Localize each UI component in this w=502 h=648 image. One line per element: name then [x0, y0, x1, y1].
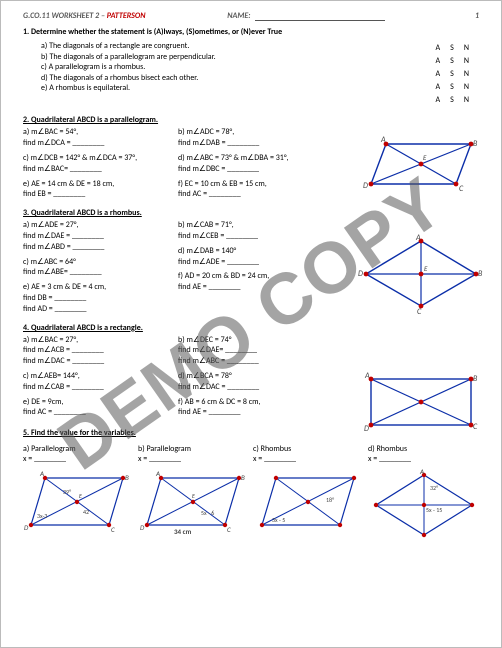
q2-c: c) m∠DCB = 142° & m∠DCA = 37°, find m∠BA… [23, 153, 158, 175]
q5-d-x: x = ________ [368, 454, 479, 464]
svg-text:18°: 18° [326, 496, 334, 504]
svg-text:42: 42 [83, 508, 89, 516]
svg-text:B: B [125, 473, 129, 482]
q4-d: d) m∠BCA = 78° find m∠DAC = ________ [178, 371, 313, 393]
svg-text:D: D [24, 523, 29, 532]
svg-text:A: A [419, 467, 424, 476]
q5-row: a) Parallelogram x = ________ b) Paralle… [23, 444, 479, 464]
q5-c-label: c) Rhombus [253, 444, 364, 454]
svg-text:C: C [473, 422, 478, 432]
q2-head: 2. Quadrilateral ABCD is a parallelogram… [23, 115, 158, 125]
q1-choices: ASN ASN ASN ASN ASN [434, 41, 480, 107]
q5-b-label: b) Parallelogram [138, 444, 249, 454]
svg-text:A: A [380, 135, 386, 145]
q3-b: b) m∠CAB = 71°, find m∠CEB = ________ [178, 220, 313, 242]
svg-text:E: E [79, 492, 82, 500]
q2-d: d) m∠ABC = 73° & m∠DBA = 31°, find m∠DBC… [178, 153, 313, 175]
header-left: G.CO.11 WORKSHEET 2 – [23, 11, 107, 21]
q5-a-label: a) Parallelogram [23, 444, 134, 454]
svg-text:34 cm: 34 cm [174, 527, 192, 536]
q5-head: 5. Find the value for the variables. [23, 428, 136, 438]
q1-d: d) The diagonals of a rhombus bisect eac… [41, 73, 434, 83]
svg-text:D: D [358, 269, 363, 279]
q3-head: 3. Quadrilateral ABCD is a rhombus. [23, 208, 142, 218]
q4-diagram: A B C D [361, 371, 481, 441]
svg-text:5x - 6: 5x - 6 [201, 509, 214, 517]
q3-c: c) m∠ABC = 64° find m∠ABE= ________ [23, 257, 158, 279]
q1-e: e) A rhombus is equilateral. [41, 83, 434, 93]
svg-text:C: C [459, 184, 464, 194]
q3-diagram: A B C D E [361, 236, 481, 316]
svg-text:E: E [423, 153, 427, 162]
q1-col-n: N [464, 43, 477, 54]
svg-text:B: B [473, 374, 478, 384]
header-author: PATTERSON [107, 11, 146, 21]
svg-text:C: C [227, 525, 231, 534]
q3-a: a) m∠ADE = 27°, find m∠DAE = ________ fi… [23, 220, 158, 252]
q1-prompt: 1. Determine whether the statement is (A… [23, 27, 282, 37]
q5-c-x: x = ________ [253, 454, 364, 464]
svg-text:39°: 39° [63, 488, 71, 496]
q1-col-s: S [450, 43, 462, 54]
svg-text:A: A [364, 371, 370, 381]
svg-text:E: E [192, 492, 195, 500]
q2-diagram: A B C D E [361, 136, 481, 201]
q5-a-x: x = ________ [23, 454, 134, 464]
q5a-diagram: A B C D E 39° 42 3x-3 [23, 470, 131, 540]
q4-b: b) m∠DEC = 74° find m∠DAE= ________ find… [178, 335, 313, 367]
svg-text:A: A [415, 233, 421, 243]
q4-e: e) DE = 9cm, find AC = ________ [23, 397, 158, 419]
q5-d-label: d) Rhombus [368, 444, 479, 454]
q1-c: c) A parallelogram is a rhombus. [41, 62, 434, 72]
worksheet-header: G.CO.11 WORKSHEET 2 – PATTERSON NAME: 1 [23, 11, 479, 21]
q2-f: f) EC = 10 cm & EB = 15 cm, find AC = __… [178, 179, 313, 201]
q1-a: a) The diagonals of a rectangle are cong… [41, 41, 434, 51]
q4-a: a) m∠BAC = 27°, find m∠ACB = ________ fi… [23, 335, 158, 367]
svg-text:A: A [39, 469, 44, 478]
svg-text:B: B [478, 269, 483, 279]
page-number: 1 [475, 11, 479, 21]
q2-a: a) m∠BAC = 54°, find m∠DCA = ________ [23, 127, 158, 149]
name-label: NAME: [227, 11, 250, 21]
svg-text:C: C [111, 525, 115, 534]
q5b-diagram: A B C D E 5x - 6 34 cm [139, 470, 247, 540]
q5c-diagram: 18° 3x - 5 [254, 470, 362, 540]
svg-text:B: B [241, 473, 245, 482]
q5-b-x: x = ________ [138, 454, 249, 464]
q5-diagrams: A B C D E 39° 42 3x-3 A B C D E 5x - [23, 470, 479, 545]
q1-b: b) The diagonals of a parallelogram are … [41, 52, 434, 62]
svg-text:5x - 15: 5x - 15 [426, 506, 442, 514]
q3-f: f) AD = 20 cm & BD = 24 cm, find AE = __… [178, 271, 313, 293]
q3-e: e) AE = 3 cm & DE = 4 cm, find DB = ____… [23, 282, 158, 314]
svg-text:3x - 5: 3x - 5 [272, 516, 285, 524]
q3-d: d) m∠DAB = 140° find m∠ADE = ________ [178, 246, 313, 268]
svg-text:D: D [140, 523, 145, 532]
q1: 1. Determine whether the statement is (A… [23, 27, 479, 107]
q2-e: e) AE = 14 cm & DE = 18 cm, find EB = __… [23, 179, 158, 201]
svg-text:3x-3: 3x-3 [37, 512, 47, 520]
svg-text:32°: 32° [430, 484, 438, 492]
q1-col-a: A [436, 43, 449, 54]
q4-c: c) m∠AEB= 144°, find m∠CAB = ________ [23, 371, 158, 393]
svg-text:C: C [417, 307, 422, 317]
q4-f: f) AB = 6 cm & DC = 8 cm, find AE = ____… [178, 397, 313, 419]
q4-head: 4. Quadrilateral ABCD is a rectangle. [23, 323, 143, 333]
svg-text:D: D [363, 181, 368, 191]
name-blank [255, 20, 385, 21]
svg-text:D: D [364, 424, 369, 434]
q2-b: b) m∠ADC = 78°, find m∠DAB = ________ [178, 127, 313, 149]
svg-text:B: B [473, 139, 478, 149]
q5d-diagram: 32° 5x - 15 A [370, 470, 478, 540]
svg-text:A: A [155, 469, 160, 478]
svg-text:E: E [424, 264, 428, 273]
